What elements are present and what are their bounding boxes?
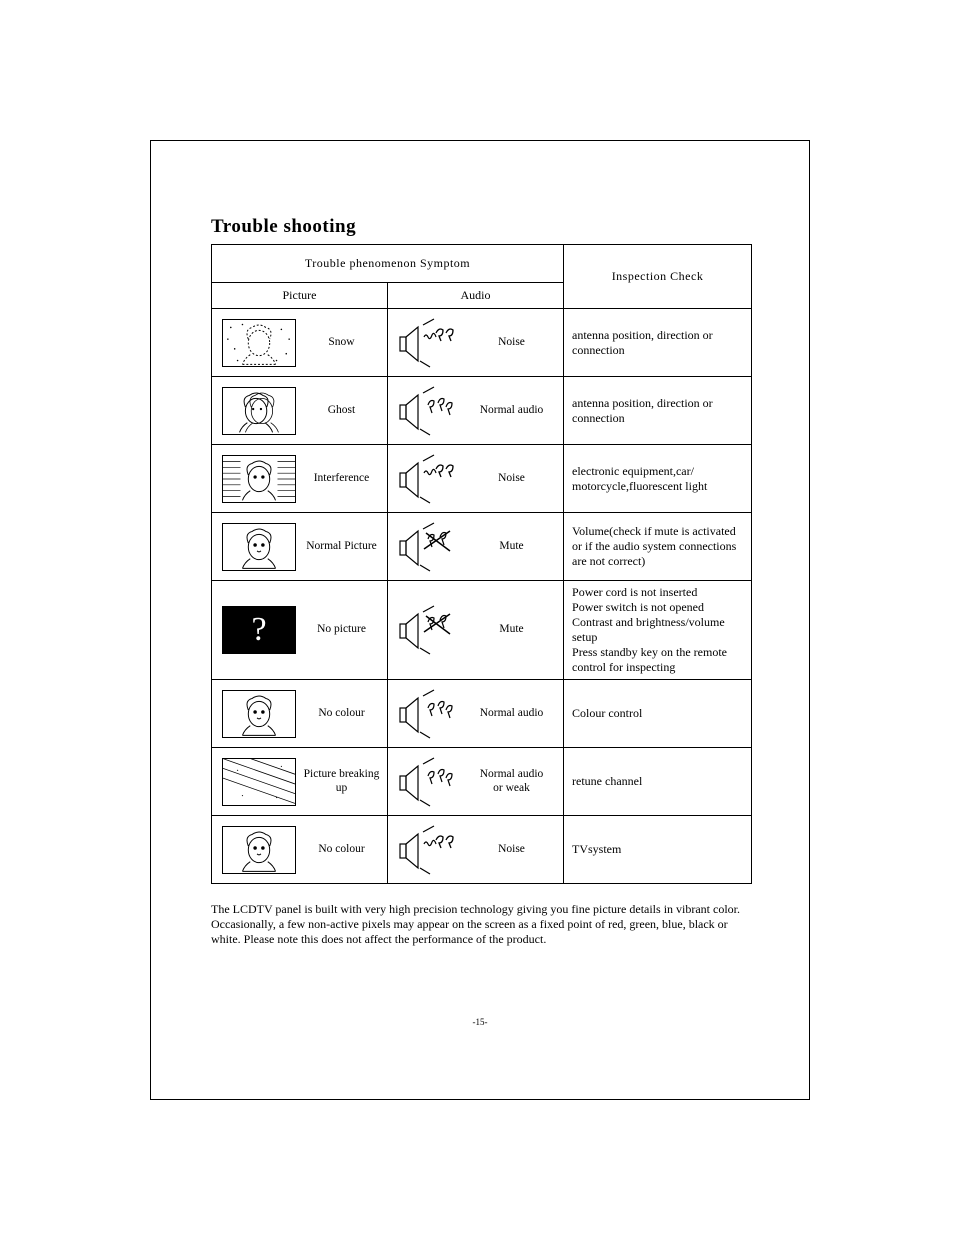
- table-row: Normal Picture MuteVolume(check if mute i…: [212, 513, 752, 581]
- troubleshooting-table: Trouble phenomenon Symptom Inspection Ch…: [211, 244, 752, 884]
- table-row: No colour Normal audioColour control: [212, 680, 752, 748]
- audio-label: Mute: [460, 540, 563, 554]
- audio-normal-icon: [396, 688, 460, 740]
- picture-label: Picture breaking up: [296, 768, 387, 796]
- audio-label: Normal audio: [460, 707, 563, 721]
- picture-breakup-icon: [222, 758, 296, 806]
- header-audio: Audio: [388, 283, 564, 309]
- audio-label: Noise: [460, 843, 563, 857]
- picture-normal-icon: [222, 523, 296, 571]
- picture-label: No colour: [296, 843, 387, 857]
- header-inspection: Inspection Check: [564, 245, 752, 309]
- inspection-text: Power cord is not insertedPower switch i…: [564, 581, 752, 680]
- inspection-text: electronic equipment,car/ motorcycle,flu…: [564, 445, 752, 513]
- audio-mute-icon: [396, 604, 460, 656]
- inspection-text: retune channel: [564, 748, 752, 816]
- audio-noise-icon: [396, 453, 460, 505]
- header-picture: Picture: [212, 283, 388, 309]
- inspection-text: antenna position, direction or connectio…: [564, 377, 752, 445]
- audio-label: Noise: [460, 336, 563, 350]
- audio-label: Normal audioor weak: [460, 768, 563, 796]
- page-frame: Trouble shooting Trouble phenomenon Symp…: [150, 140, 810, 1100]
- table-row: Interference Noiseelectronic equipment,ca…: [212, 445, 752, 513]
- picture-none-icon: ?: [222, 606, 296, 654]
- picture-interference-icon: [222, 455, 296, 503]
- header-trouble: Trouble phenomenon Symptom: [212, 245, 564, 283]
- audio-noise-icon: [396, 824, 460, 876]
- audio-noise-icon: [396, 317, 460, 369]
- picture-ghost-icon: [222, 387, 296, 435]
- picture-normal-icon: [222, 690, 296, 738]
- page-title: Trouble shooting: [211, 216, 749, 238]
- table-row: Picture breaking up Normal audioor weakre…: [212, 748, 752, 816]
- audio-normal-icon: [396, 385, 460, 437]
- picture-normal-icon: [222, 826, 296, 874]
- audio-label: Noise: [460, 472, 563, 486]
- audio-normal-icon: [396, 756, 460, 808]
- inspection-text: Colour control: [564, 680, 752, 748]
- inspection-text: Volume(check if mute is activated or if …: [564, 513, 752, 581]
- table-row: Snow Noiseantenna position, direction or …: [212, 309, 752, 377]
- table-row: ?No picture MutePower cord is not inserte…: [212, 581, 752, 680]
- audio-label: Mute: [460, 623, 563, 637]
- table-row: No colour NoiseTVsystem: [212, 816, 752, 884]
- inspection-text: TVsystem: [564, 816, 752, 884]
- footnote-text: The LCDTV panel is built with very high …: [211, 902, 749, 947]
- audio-label: Normal audio: [460, 404, 563, 418]
- picture-label: Ghost: [296, 404, 387, 418]
- inspection-text: antenna position, direction or connectio…: [564, 309, 752, 377]
- picture-label: Normal Picture: [296, 540, 387, 554]
- picture-label: Interference: [296, 472, 387, 486]
- audio-mute-icon: [396, 521, 460, 573]
- picture-snow-icon: [222, 319, 296, 367]
- picture-label: No picture: [296, 623, 387, 637]
- picture-label: No colour: [296, 707, 387, 721]
- picture-label: Snow: [296, 336, 387, 350]
- page-number: -15-: [211, 1017, 749, 1027]
- table-row: Ghost Normal audioantenna position, direc…: [212, 377, 752, 445]
